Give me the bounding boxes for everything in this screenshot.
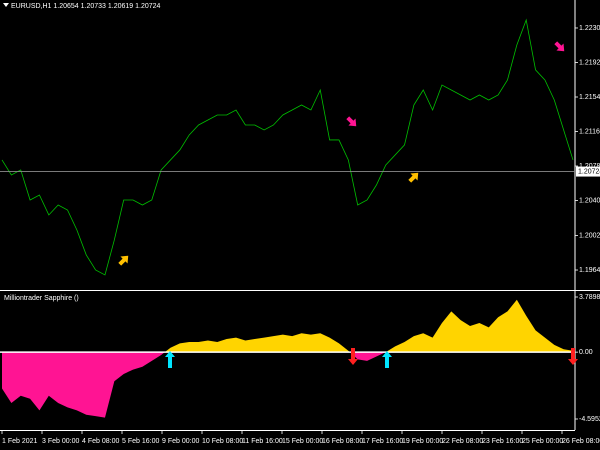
x-tick-label: 22 Feb 08:00 (442, 438, 483, 445)
x-tick-label: 25 Feb 00:00 (522, 438, 563, 445)
buy-arrow (118, 255, 129, 266)
price-line (1, 18, 574, 276)
x-tick-label: 23 Feb 16:00 (482, 438, 523, 445)
menu-triangle (3, 3, 9, 7)
x-tick-label: 19 Feb 00:00 (402, 438, 443, 445)
x-tick-label: 16 Feb 08:00 (322, 438, 363, 445)
plot-layer: 1.22305 1.21925 1.21545 1.21165 1.20785 1.204… (0, 18, 600, 445)
indicator-title: Milliontrader Sapphire () (4, 295, 79, 302)
x-tick-label: 5 Feb 16:00 (122, 438, 159, 445)
x-tick-label: 1 Feb 2021 (2, 438, 38, 445)
buy-arrow (165, 351, 175, 368)
y-tick-label: 0.00 (579, 349, 593, 356)
y-tick-label: 1.20785 (579, 163, 600, 170)
current-price-label: 1.20724 (578, 168, 600, 175)
signal-area (2, 299, 573, 418)
y-tick-label: -4.59524 (579, 416, 600, 423)
y-tick-label: 1.21925 (579, 59, 600, 66)
chart-title: EURUSD,H1 1.20654 1.20733 1.20619 1.2072… (11, 3, 161, 10)
y-tick-label: 3.78985 (579, 294, 600, 301)
x-tick-label: 10 Feb 08:00 (202, 438, 243, 445)
x-tick-label: 11 Feb 16:00 (242, 438, 283, 445)
x-tick-label: 26 Feb 08:00 (562, 438, 600, 445)
y-tick-label: 1.20020 (579, 232, 600, 239)
sell-arrow (346, 116, 357, 127)
sell-arrow (568, 348, 578, 365)
buy-arrow (408, 172, 419, 183)
y-tick-label: 1.19640 (579, 267, 600, 274)
current-price-box (576, 166, 600, 177)
y-tick-label: 1.21545 (579, 94, 600, 101)
x-tick-label: 9 Feb 00:00 (162, 438, 199, 445)
signal-arrows (118, 41, 578, 368)
x-tick-label: 17 Feb 16:00 (362, 438, 403, 445)
x-tick-label: 3 Feb 00:00 (42, 438, 79, 445)
x-tick-label: 4 Feb 08:00 (82, 438, 119, 445)
y-tick-label: 1.20405 (579, 197, 600, 204)
sell-arrow (554, 41, 565, 52)
sell-arrow (348, 348, 358, 365)
y-tick-label: 1.22305 (579, 25, 600, 32)
x-tick-label: 15 Feb 00:00 (282, 438, 323, 445)
buy-arrow (382, 351, 392, 368)
y-tick-label: 1.21165 (579, 128, 600, 135)
